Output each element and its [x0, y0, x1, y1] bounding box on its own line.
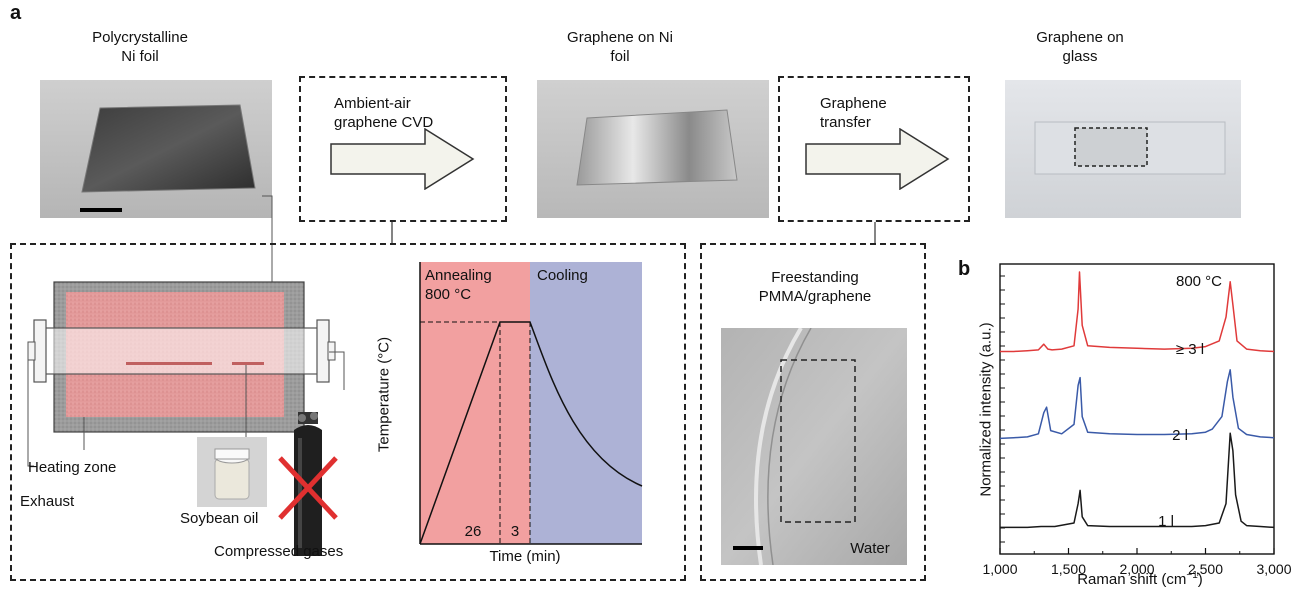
heating-zone-label: Heating zone [28, 459, 117, 476]
cvd-arrow-label-line2: graphene CVD [334, 114, 434, 131]
raman-annotation: 800 °C [1175, 273, 1223, 290]
step3-title: Graphene on glass [1000, 28, 1160, 66]
scale-bar [80, 208, 122, 212]
transfer-arrow-label-line1: Graphene [820, 95, 887, 112]
step2-title-line1: Graphene on Ni [567, 29, 673, 46]
raman-series-line [1000, 432, 1275, 529]
cooling-region [530, 262, 642, 544]
raman-ylabel: Normalized intensity (a.u.) [977, 322, 995, 497]
raman-xlabel: Raman shift (cm−1) [1077, 570, 1203, 588]
x-tick-label: 1,500 [1051, 561, 1086, 577]
step2-title: Graphene on Ni foil [540, 28, 700, 66]
panel-b-letter: b [958, 258, 971, 280]
x-tick-label: 2,500 [1188, 561, 1223, 577]
step1-title-line1: Polycrystalline [92, 29, 188, 46]
temperature-curve [419, 321, 643, 545]
transfer-scale-bar [733, 546, 763, 550]
raman-series-line [1000, 271, 1275, 353]
transfer-arrow [805, 128, 950, 190]
step3-title-line1: Graphene on [1036, 29, 1124, 46]
pmma-graphene-photo [721, 328, 907, 565]
freestanding-label-line1: Freestanding [771, 269, 859, 286]
graphene-on-ni-photo [537, 80, 769, 218]
temperature-axis-label: Temperature (°C) [375, 336, 393, 453]
cvd-setup-box [10, 243, 686, 581]
step3-title-line2: glass [1062, 48, 1098, 65]
annealing-label-line1: Annealing [425, 267, 492, 284]
cvd-arrow-label-line1: Ambient-air [334, 95, 411, 112]
raman-series-line [999, 369, 1275, 440]
transfer-arrow-label: Graphene transfer [820, 94, 940, 132]
annealing-label-line2: 800 °C [425, 286, 472, 303]
x-tick-label: 2,000 [1119, 561, 1154, 577]
cvd-arrow-label: Ambient-air graphene CVD [334, 94, 474, 132]
step1-title: Polycrystalline Ni foil [60, 28, 220, 66]
annealing-label: Annealing 800 °C [425, 266, 535, 304]
cvd-arrow-box [299, 76, 507, 222]
cvd-arrow [330, 128, 475, 190]
temperature-profile-plot [419, 262, 643, 545]
step2-title-line2: foil [610, 48, 630, 65]
freestanding-label-line2: PMMA/graphene [758, 288, 872, 305]
quartz-tube [41, 327, 325, 375]
series-label: 2 l [1172, 427, 1188, 444]
transfer-arrow-box [778, 76, 970, 222]
soybean-oil-label: Soybean oil [180, 510, 259, 527]
step1-title-line2: Ni foil [121, 48, 159, 65]
segment-3-label: 3 [510, 523, 520, 540]
transfer-arrow-label-line2: transfer [820, 114, 871, 131]
cooling-label: Cooling [537, 267, 588, 284]
series-label: 1 l [1158, 513, 1174, 530]
x-tick-label: 3,000 [1256, 561, 1291, 577]
series-label: ≥ 3 l [1176, 341, 1204, 358]
freestanding-label: Freestanding PMMA/graphene [740, 268, 890, 306]
exhaust-label: Exhaust [20, 493, 75, 510]
furnace-schematic [27, 281, 345, 467]
segment-26-label: 26 [464, 523, 482, 540]
compressed-gases-label: Compressed gases [214, 543, 344, 560]
x-tick-label: 1,000 [982, 561, 1017, 577]
annealing-region [420, 262, 530, 544]
graphene-on-glass-photo [1005, 80, 1241, 218]
time-axis-label: Time (min) [489, 548, 561, 565]
ni-foil-photo [40, 80, 272, 218]
gas-cylinder-icon [278, 412, 338, 556]
raman-chart: 1,000 1,500 2,000 2,500 3,000 ≥ 3 l 2 l 1 l [982, 263, 1292, 577]
soybean-oil-photo [197, 437, 267, 507]
water-label: Water [850, 540, 890, 557]
panel-a-letter: a [10, 2, 22, 24]
transfer-box [700, 243, 926, 581]
